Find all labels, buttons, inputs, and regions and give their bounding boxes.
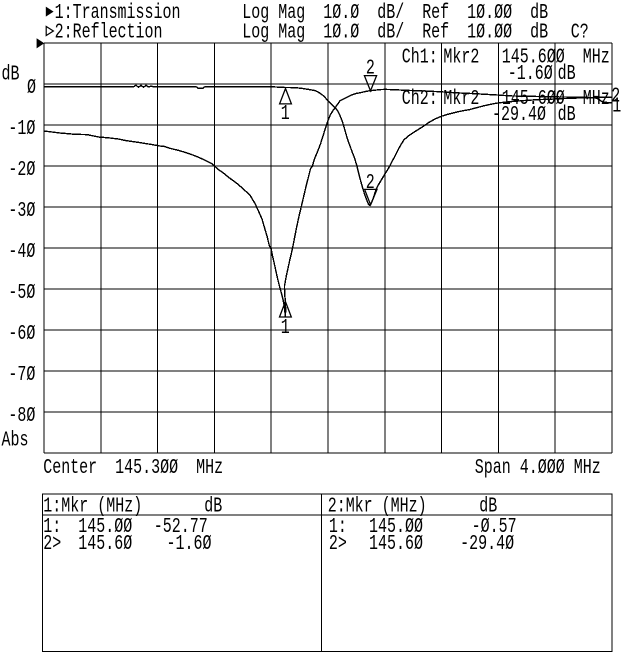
svg-text:Log Mag 1Ø.Ø dB/ Ref 1Ø.ØØ: Log Mag 1Ø.Ø dB/ Ref 1Ø.ØØ dB (242, 21, 548, 44)
svg-text:2: 2 (366, 58, 375, 81)
svg-text:-7Ø: -7Ø (8, 364, 35, 387)
svg-text:dB: dB (558, 104, 576, 127)
svg-text:dB: dB (204, 495, 222, 518)
svg-text:-1.6Ø: -1.6Ø (508, 63, 553, 86)
svg-text:Abs: Abs (2, 429, 29, 452)
svg-text:1: 1 (281, 103, 290, 126)
svg-text:1:: 1: (43, 516, 61, 539)
svg-text:Span 4.ØØØ MHz: Span 4.ØØØ MHz (475, 457, 601, 480)
svg-text:-52.77: -52.77 (154, 516, 208, 539)
svg-text:-Ø.57: -Ø.57 (472, 516, 517, 539)
svg-text:1: 1 (612, 95, 621, 118)
svg-text:1: 1 (281, 317, 290, 340)
svg-text:dB: dB (558, 63, 576, 86)
svg-text:1:: 1: (329, 516, 347, 539)
svg-text:1:Transmission: 1:Transmission (55, 2, 181, 25)
svg-text:-4Ø: -4Ø (8, 241, 35, 264)
svg-text:145.6ØØ MHz: 145.6ØØ MHz (502, 46, 610, 69)
svg-text:-2Ø: -2Ø (8, 159, 35, 182)
svg-text:145.ØØ: 145.ØØ (369, 516, 423, 539)
svg-text:-29.4Ø: -29.4Ø (492, 104, 546, 127)
svg-text:145.6Ø: 145.6Ø (78, 533, 132, 556)
svg-text:Ch1:: Ch1: (402, 46, 438, 69)
svg-text:-29.4Ø: -29.4Ø (460, 533, 514, 556)
svg-text:-3Ø: -3Ø (8, 200, 35, 223)
svg-text:2: 2 (366, 172, 375, 195)
svg-text:1:Mkr (MHz): 1:Mkr (MHz) (43, 495, 142, 518)
svg-text:-1.6Ø: -1.6Ø (167, 533, 212, 556)
svg-text:dB: dB (2, 63, 20, 86)
svg-text:Center 145.3ØØ MHz: Center 145.3ØØ MHz (43, 457, 223, 480)
svg-text:2: 2 (611, 86, 620, 109)
svg-text:2>: 2> (329, 533, 347, 556)
svg-text:Ch2:: Ch2: (402, 88, 438, 111)
svg-text:145.6Ø: 145.6Ø (369, 533, 423, 556)
svg-text:-5Ø: -5Ø (8, 282, 35, 305)
svg-text:Mkr2: Mkr2 (443, 88, 479, 111)
svg-text:dB: dB (479, 495, 497, 518)
svg-text:2>: 2> (43, 533, 61, 556)
svg-text:2:Reflection: 2:Reflection (55, 21, 163, 44)
svg-text:-1Ø: -1Ø (8, 118, 35, 141)
svg-text:Mkr2: Mkr2 (443, 46, 479, 69)
svg-text:Ø: Ø (27, 77, 36, 100)
svg-text:145.6ØØ MHz: 145.6ØØ MHz (502, 88, 610, 111)
svg-text:2:Mkr (MHz): 2:Mkr (MHz) (328, 495, 427, 518)
svg-text:Log Mag 1Ø.Ø dB/ Ref 1Ø.ØØ: Log Mag 1Ø.Ø dB/ Ref 1Ø.ØØ dB (242, 2, 548, 25)
svg-text:C?: C? (571, 21, 589, 44)
svg-text:-6Ø: -6Ø (8, 323, 35, 346)
svg-text:145.ØØ: 145.ØØ (78, 516, 132, 539)
svg-text:-8Ø: -8Ø (8, 405, 35, 428)
